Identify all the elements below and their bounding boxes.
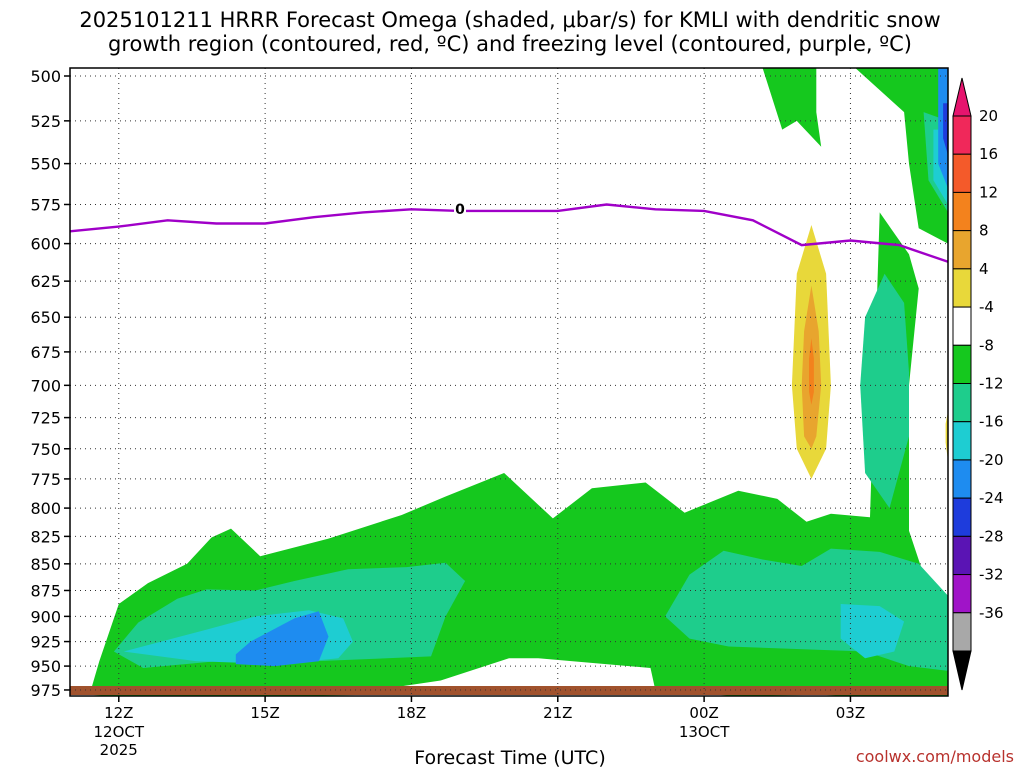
x-tick-label-2: 18Z — [397, 704, 426, 722]
y-tick-label-1: 525 — [30, 112, 61, 131]
colorbar-bottom-arrow — [952, 650, 972, 691]
colorbar-label-13: -36 — [979, 604, 1004, 622]
colorbar-label-11: -28 — [979, 527, 1004, 545]
freezing-level-line — [69, 203, 949, 263]
colorbar-swatch-13 — [952, 612, 972, 652]
x-tick-label-0: 12Z — [104, 704, 133, 722]
colorbar-label-12: -32 — [979, 566, 1004, 584]
y-tick-label-7: 675 — [30, 343, 61, 362]
colorbar-swatch-8 — [952, 421, 972, 461]
x-tick-label-3: 21Z — [543, 704, 572, 722]
colorbar-swatch-7 — [952, 383, 972, 423]
colorbar-swatch-12 — [952, 574, 972, 614]
y-tick-label-0: 500 — [30, 67, 61, 86]
x-tick-year-0: 2025 — [100, 741, 138, 759]
colorbar-label-3: 8 — [979, 222, 989, 240]
y-tick-label-6: 650 — [30, 308, 61, 327]
terrain-band — [70, 686, 948, 695]
y-tick-label-18: 950 — [30, 657, 61, 676]
y-tick-label-8: 700 — [30, 376, 61, 395]
omega-region-1 — [762, 68, 822, 147]
omega-region-2 — [855, 68, 948, 244]
chart-title-line-1: 2025101211 HRRR Forecast Omega (shaded, … — [79, 8, 940, 32]
colorbar-swatch-4 — [952, 268, 972, 308]
colorbar: 20 16 12 8 4 -4 -8 -12 -16 -20 -24 -28 -32 -36 — [952, 77, 1004, 691]
colorbar-swatch-1 — [952, 153, 972, 193]
y-tick-label-15: 875 — [30, 581, 61, 600]
y-tick-label-11: 775 — [30, 470, 61, 489]
omega-region-8 — [840, 604, 905, 659]
chart-title-line-2: growth region (contoured, red, ºC) and f… — [108, 32, 912, 56]
y-tick-label-2: 550 — [30, 155, 61, 174]
x-tick-date-4: 13OCT — [679, 723, 730, 741]
omega-region-10 — [235, 611, 329, 667]
colorbar-label-4: 4 — [979, 260, 989, 278]
x-tick-date-0: 12OCT — [94, 723, 145, 741]
colorbar-swatch-0 — [952, 115, 972, 155]
y-tick-label-5: 625 — [30, 272, 61, 291]
colorbar-label-8: -16 — [979, 413, 1004, 431]
colorbar-swatch-5 — [952, 306, 972, 346]
y-tick-label-3: 575 — [30, 195, 61, 214]
omega-region-15 — [809, 338, 814, 405]
omega-region-5 — [860, 273, 909, 509]
y-tick-label-12: 800 — [30, 499, 61, 518]
x-tick-label-1: 15Z — [250, 704, 279, 722]
colorbar-label-2: 12 — [979, 183, 998, 201]
x-axis-label: Forecast Time (UTC) — [414, 747, 605, 768]
y-axis-ticks: 500 525 550 575 600 625 650 675 700 725 750 775 800 8… — [30, 67, 70, 700]
colorbar-label-5: -4 — [979, 298, 994, 316]
colorbar-swatch-3 — [952, 230, 972, 270]
colorbar-label-0: 20 — [979, 107, 998, 125]
x-tick-label-4: 00Z — [689, 704, 718, 722]
y-tick-label-4: 600 — [30, 235, 61, 254]
credit-text: coolwx.com/models — [856, 747, 1014, 766]
y-tick-label-10: 750 — [30, 440, 61, 459]
plot-area: 0 — [69, 67, 949, 697]
y-tick-label-17: 925 — [30, 633, 61, 652]
plot-frame — [69, 67, 949, 697]
omega-region-12 — [943, 103, 948, 156]
x-tick-label-5: 03Z — [836, 704, 865, 722]
colorbar-top-arrow — [952, 77, 972, 117]
y-tick-label-16: 900 — [30, 607, 61, 626]
freezing-level-label-bg — [454, 201, 466, 216]
colorbar-label-9: -20 — [979, 451, 1004, 469]
colorbar-swatch-9 — [952, 459, 972, 499]
colorbar-label-7: -12 — [979, 375, 1004, 393]
colorbar-swatch-6 — [952, 344, 972, 384]
y-tick-label-13: 825 — [30, 527, 61, 546]
colorbar-swatch-10 — [952, 497, 972, 537]
colorbar-label-1: 16 — [979, 145, 998, 163]
colorbar-swatch-11 — [952, 535, 972, 576]
colorbar-label-10: -24 — [979, 489, 1004, 507]
y-tick-label-14: 850 — [30, 555, 61, 574]
omega-shaded-regions — [89, 68, 948, 696]
y-tick-label-19: 975 — [30, 681, 61, 700]
colorbar-label-6: -8 — [979, 336, 994, 354]
y-tick-label-9: 725 — [30, 409, 61, 428]
colorbar-swatch-2 — [952, 191, 972, 232]
freezing-level-label: 0 — [455, 202, 465, 218]
